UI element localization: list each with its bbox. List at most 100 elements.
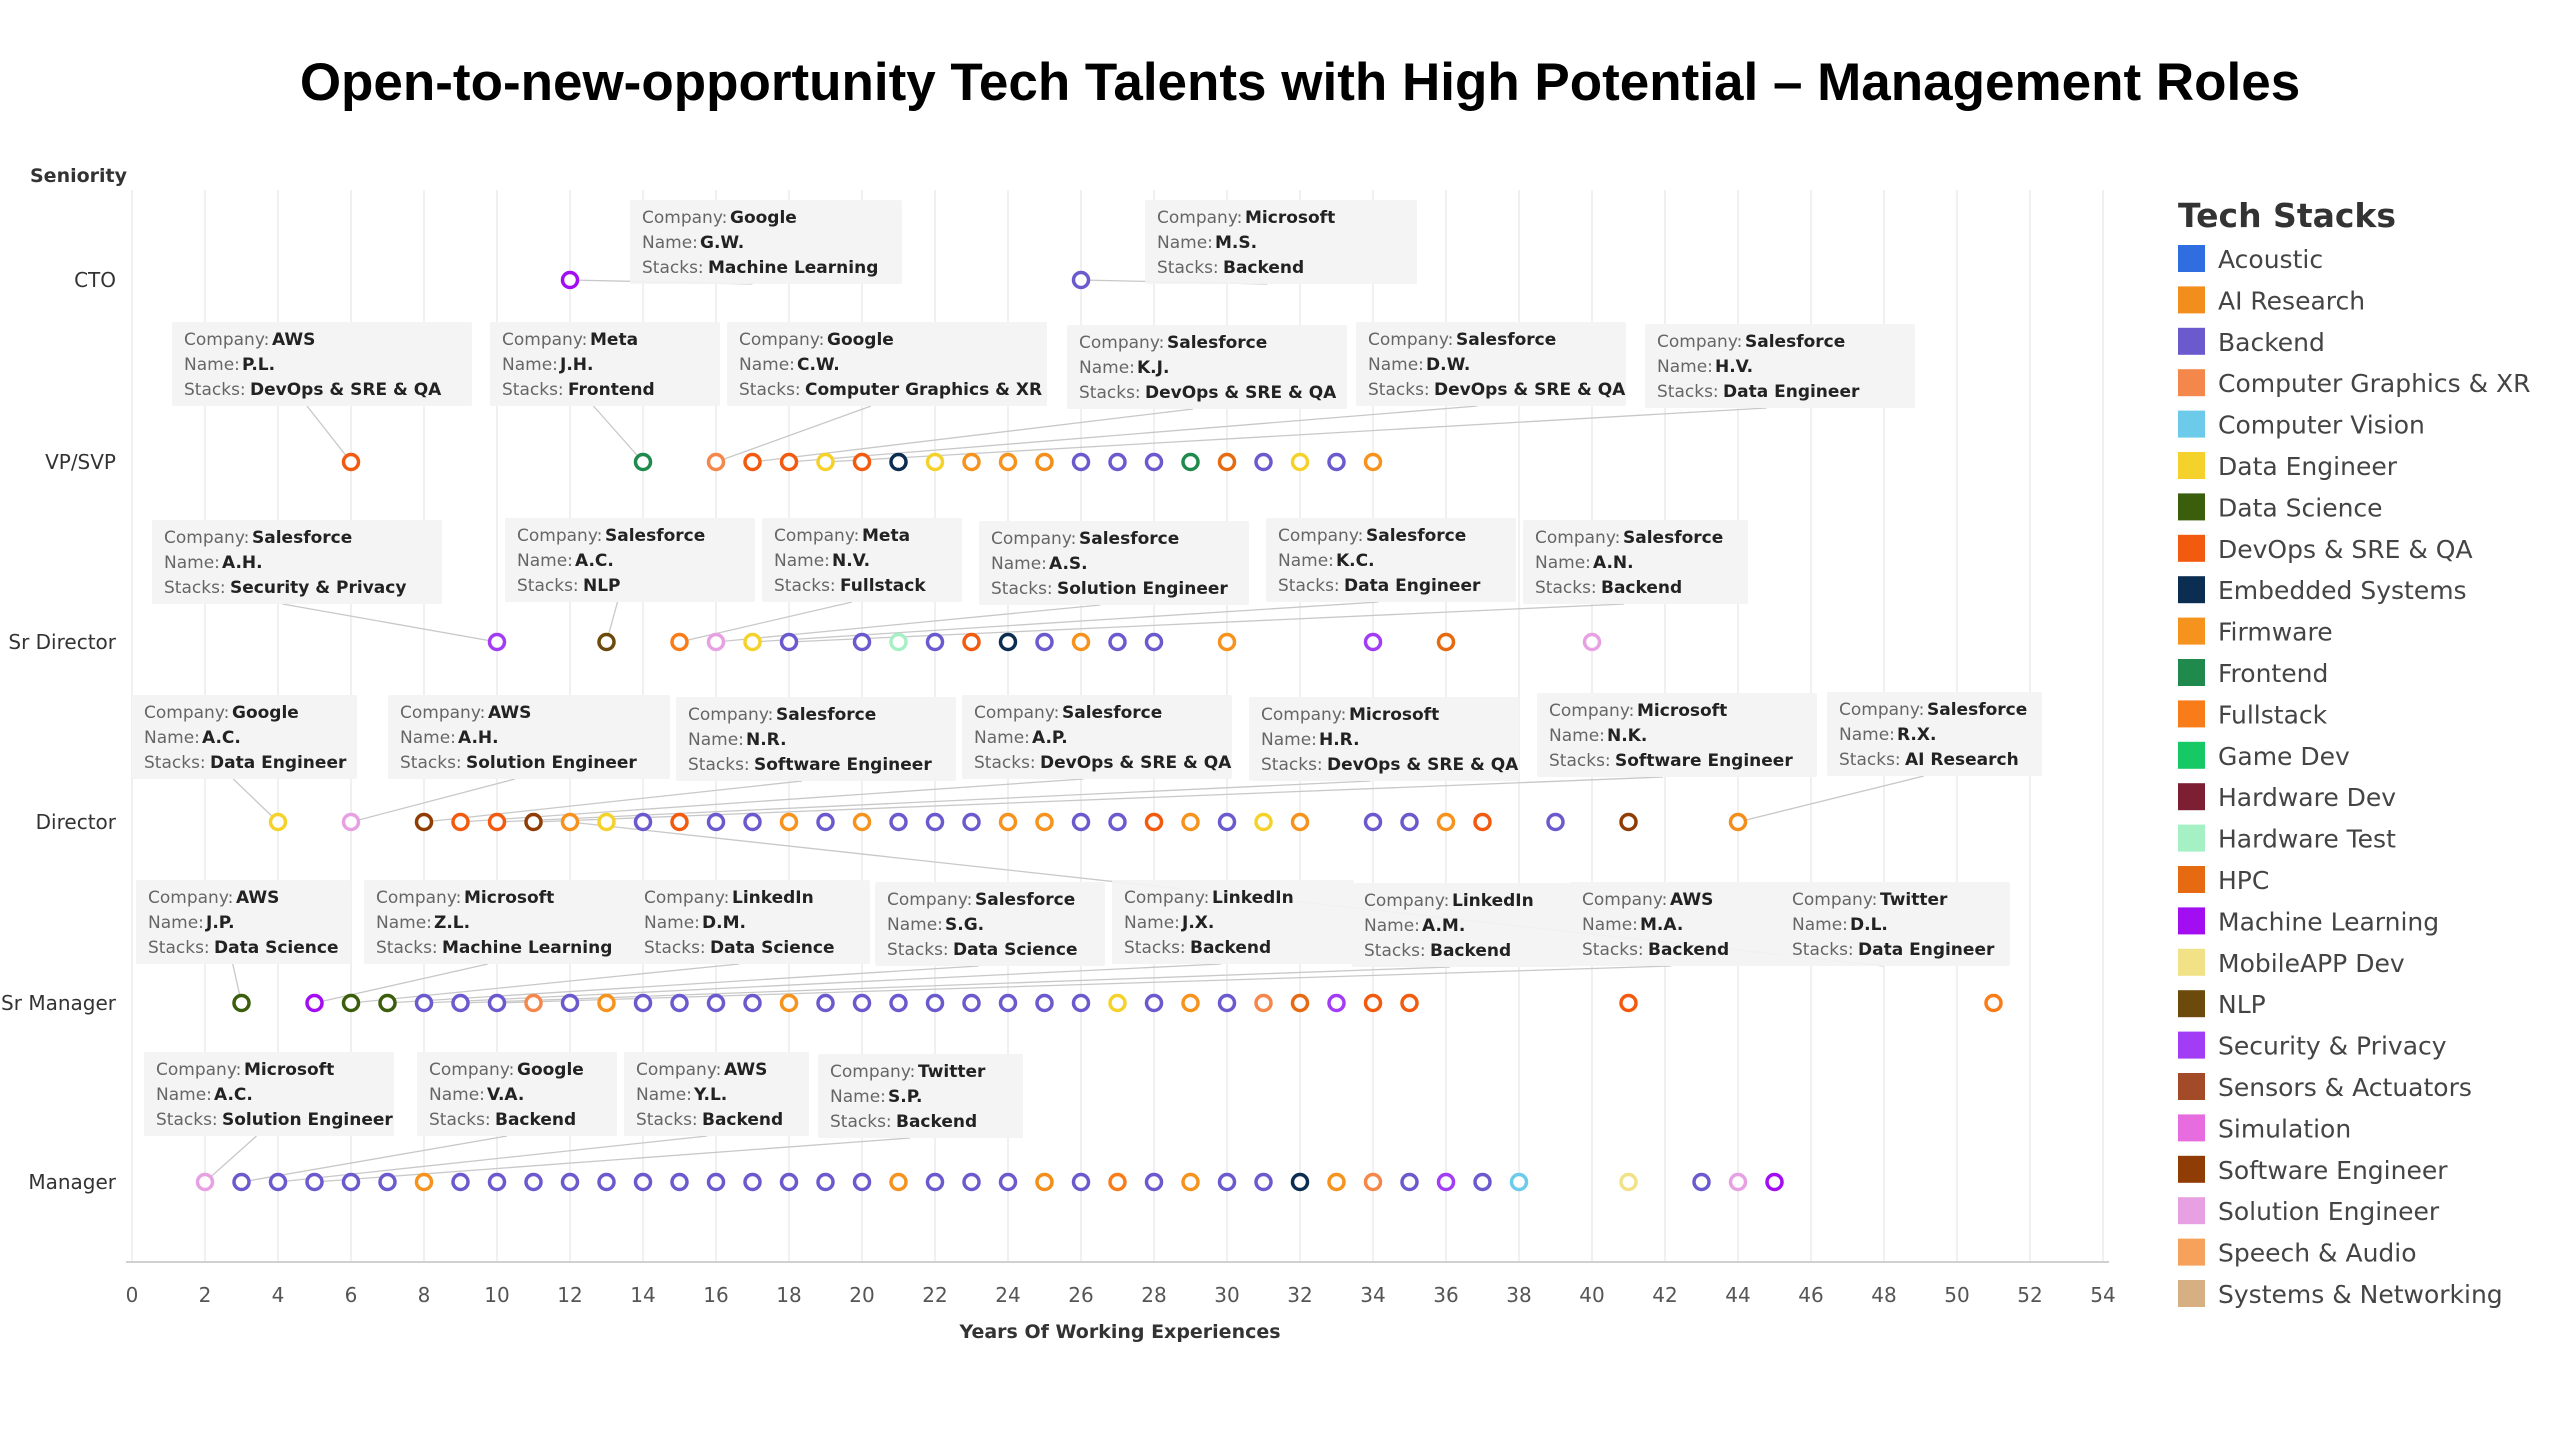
annotation-leader-line — [788, 603, 1625, 643]
annotation-company-value: Salesforce — [605, 526, 705, 546]
data-point — [1290, 452, 1310, 472]
annotation-stacks-value: Data Engineer — [1858, 940, 1995, 960]
annotation-box — [1067, 325, 1347, 409]
annotation-tooltip: Company: AWS Name: A.H. Stacks: Solution Engi… — [388, 695, 670, 779]
x-tick-label: 4 — [272, 1283, 285, 1307]
annotation-name-value: S.P. — [888, 1087, 923, 1107]
annotation-field-label: Name: — [1549, 726, 1605, 746]
annotation-company-value: Salesforce — [1745, 332, 1845, 352]
annotation-tooltip: Company: Microsoft Name: Z.L. Stacks: Machine… — [364, 880, 639, 964]
data-point — [524, 1172, 543, 1192]
annotation-box — [505, 518, 755, 602]
data-point — [268, 1172, 288, 1192]
annotation-company-value: AWS — [488, 703, 531, 723]
annotation-tooltip: Company: Meta Name: N.V. Stacks: Fullstack — [762, 518, 962, 602]
annotation-box — [630, 200, 902, 284]
annotation-field-label: Company: — [1157, 208, 1242, 228]
data-point — [414, 812, 434, 832]
data-point — [195, 1172, 215, 1192]
annotation-company-value: Salesforce — [1456, 330, 1556, 350]
annotation-tooltip: Company: Salesforce Name: K.C. Stacks: Data E… — [1266, 518, 1516, 602]
legend-swatch — [2178, 700, 2205, 728]
annotation-field-label: Name: — [642, 233, 698, 253]
legend-swatch — [2178, 245, 2205, 272]
annotation-field-label: Company: — [1657, 332, 1742, 352]
data-point — [779, 993, 799, 1013]
annotation-field-label: Name: — [636, 1085, 692, 1105]
annotation-field-label: Name: — [502, 355, 558, 375]
annotation-box — [1266, 518, 1516, 602]
chart-title: Open-to-new-opportunity Tech Talents wit… — [300, 53, 2300, 112]
annotation-field-label: Company: — [1368, 330, 1453, 350]
legend-item-label: Firmware — [2218, 618, 2333, 647]
data-point — [1473, 1172, 1492, 1192]
data-point — [925, 993, 945, 1013]
annotation-tooltip: Company: AWS Name: P.L. Stacks: DevOps & SRE … — [172, 322, 472, 406]
legend-item-label: Game Dev — [2218, 742, 2350, 771]
data-point — [1071, 1172, 1091, 1192]
annotation-box — [1827, 692, 2042, 776]
data-point — [998, 812, 1018, 832]
data-point — [1290, 1172, 1310, 1192]
annotation-stacks-value: Data Engineer — [210, 753, 347, 773]
annotation-field-label: Stacks: — [1549, 751, 1611, 771]
data-point — [1181, 993, 1200, 1013]
annotation-field-label: Name: — [429, 1085, 485, 1105]
data-point — [597, 1172, 616, 1192]
x-tick-label: 26 — [1068, 1283, 1093, 1307]
data-point — [378, 1172, 397, 1192]
annotation-tooltip: Company: Salesforce Name: A.P. Stacks: DevOps… — [962, 695, 1232, 779]
data-point — [1254, 452, 1273, 472]
annotation-box — [1145, 200, 1417, 284]
annotation-tooltip: Company: Google Name: A.C. Stacks: Data Engin… — [132, 695, 357, 779]
annotation-leader-line — [350, 778, 516, 823]
annotation-field-label: Stacks: — [1278, 576, 1340, 596]
annotation-name-value: A.C. — [575, 551, 614, 571]
data-point — [743, 632, 762, 652]
data-point — [925, 812, 945, 832]
annotation-company-value: Twitter — [1880, 890, 1948, 910]
data-point — [305, 1172, 324, 1192]
annotation-field-label: Stacks: — [148, 938, 210, 958]
annotation-name-value: S.G. — [945, 915, 984, 935]
x-tick-label: 0 — [126, 1283, 139, 1307]
annotation-field-label: Stacks: — [1657, 382, 1719, 402]
annotation-field-label: Company: — [502, 330, 587, 350]
data-point — [1071, 270, 1091, 290]
annotation-field-label: Name: — [1582, 915, 1638, 935]
annotation-field-label: Stacks: — [887, 940, 949, 960]
annotation-field-label: Name: — [164, 553, 220, 573]
annotation-name-value: Y.L. — [693, 1085, 727, 1105]
annotation-leader-line — [387, 965, 979, 1004]
x-tick-label: 16 — [703, 1283, 728, 1307]
legend-swatch — [2178, 452, 2205, 479]
annotation-field-label: Stacks: — [1079, 383, 1141, 403]
annotation-field-label: Stacks: — [144, 753, 206, 773]
data-point — [852, 993, 872, 1013]
annotation-leader-line — [788, 405, 1478, 463]
data-point — [1327, 452, 1346, 472]
annotation-stacks-value: Backend — [1648, 940, 1729, 960]
annotation-company-value: Salesforce — [1062, 703, 1162, 723]
annotation-box — [818, 1054, 1023, 1138]
annotation-box — [490, 322, 720, 406]
annotation-field-label: Company: — [1079, 333, 1164, 353]
data-point — [998, 993, 1018, 1013]
annotation-box — [762, 518, 962, 602]
data-point — [962, 452, 981, 472]
data-point — [560, 1172, 580, 1192]
data-point — [779, 632, 799, 652]
data-point — [1509, 1172, 1529, 1192]
data-point — [633, 993, 653, 1013]
legend-swatch — [2178, 990, 2205, 1018]
data-point — [1108, 1172, 1127, 1192]
data-point — [1035, 632, 1054, 652]
annotation-field-label: Name: — [974, 728, 1030, 748]
data-point — [1765, 1172, 1784, 1192]
data-point — [597, 812, 616, 832]
annotation-box — [172, 322, 472, 406]
y-category-label: CTO — [74, 268, 116, 292]
y-axis-categories: CTO VP/SVP Sr Director Director Sr Manager Ma… — [1, 268, 117, 1194]
annotation-field-label: Company: — [1839, 700, 1924, 720]
annotation-stacks-value: Data Science — [953, 940, 1078, 960]
